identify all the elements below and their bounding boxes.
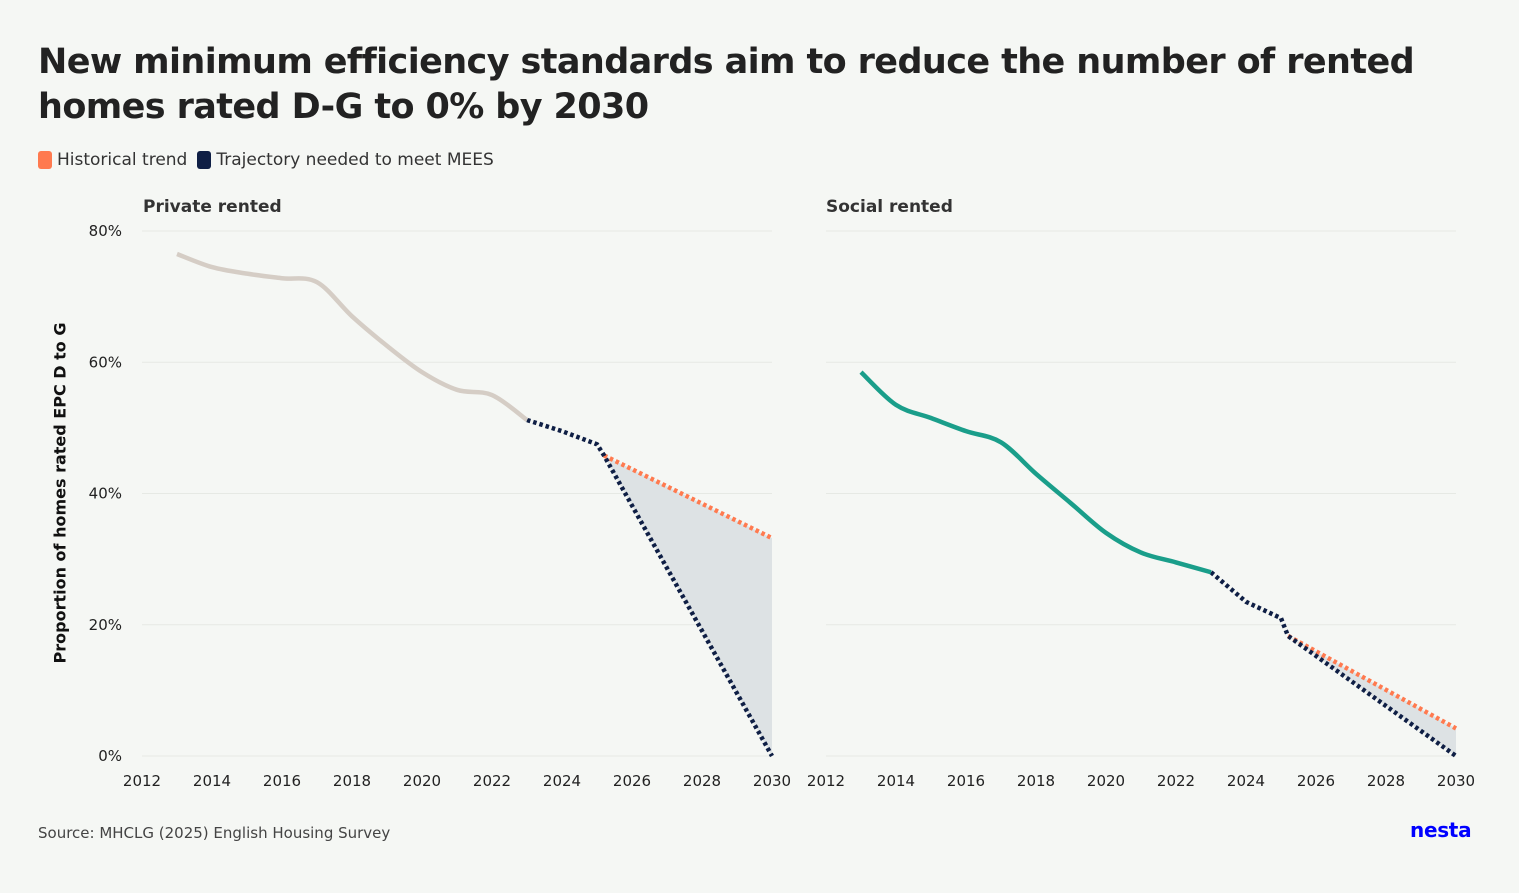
chart-title: New minimum efficiency standards aim to …	[38, 42, 1415, 127]
x-tick-label: 2022	[473, 772, 511, 790]
trajectory-line-private-rented	[526, 417, 774, 758]
gap-area-social-rented	[1288, 635, 1456, 756]
legend-item-trajectory: Trajectory needed to meet MEES	[197, 150, 494, 170]
x-tick-label: 2030	[753, 772, 791, 790]
actual-line-social-rented	[859, 370, 1212, 575]
x-tick-label: 2016	[947, 772, 985, 790]
panel-title-private-rented: Private rented	[143, 197, 282, 217]
y-tick-label: 20%	[89, 616, 122, 634]
x-tick-label: 2020	[1087, 772, 1125, 790]
panel-title-social-rented: Social rented	[826, 197, 953, 217]
historical-swatch	[38, 151, 52, 169]
y-tick-label: 80%	[89, 222, 122, 240]
x-tick-label: 2012	[123, 772, 161, 790]
x-tick-label: 2026	[1297, 772, 1335, 790]
brand-logo: nesta	[1410, 818, 1472, 842]
actual-line-private-rented	[176, 251, 529, 422]
x-tick-label: 2014	[877, 772, 915, 790]
source-note: Source: MHCLG (2025) English Housing Sur…	[38, 824, 391, 842]
x-tick-label: 2030	[1437, 772, 1475, 790]
x-tick-label: 2020	[403, 772, 441, 790]
legend: Historical trend Trajectory needed to me…	[38, 150, 494, 170]
y-tick-label: 60%	[89, 353, 122, 371]
legend-item-historical: Historical trend	[38, 150, 187, 170]
trajectory-line-social-rented	[1209, 570, 1458, 758]
x-tick-label: 2024	[543, 772, 581, 790]
x-tick-label: 2014	[193, 772, 231, 790]
x-tick-label: 2028	[683, 772, 721, 790]
x-tick-label: 2018	[333, 772, 371, 790]
legend-label-historical: Historical trend	[57, 150, 188, 170]
x-tick-label: 2024	[1227, 772, 1265, 790]
x-tick-label: 2026	[613, 772, 651, 790]
x-tick-label: 2028	[1367, 772, 1405, 790]
x-tick-label: 2012	[807, 772, 845, 790]
trajectory-swatch	[197, 151, 212, 169]
x-tick-label: 2022	[1157, 772, 1195, 790]
historical-trend-line-private-rented	[603, 453, 773, 541]
legend-label-trajectory: Trajectory needed to meet MEES	[216, 150, 494, 170]
x-tick-label: 2018	[1017, 772, 1055, 790]
y-tick-label: 40%	[89, 485, 122, 503]
y-tick-label: 0%	[98, 747, 122, 765]
x-tick-label: 2016	[263, 772, 301, 790]
